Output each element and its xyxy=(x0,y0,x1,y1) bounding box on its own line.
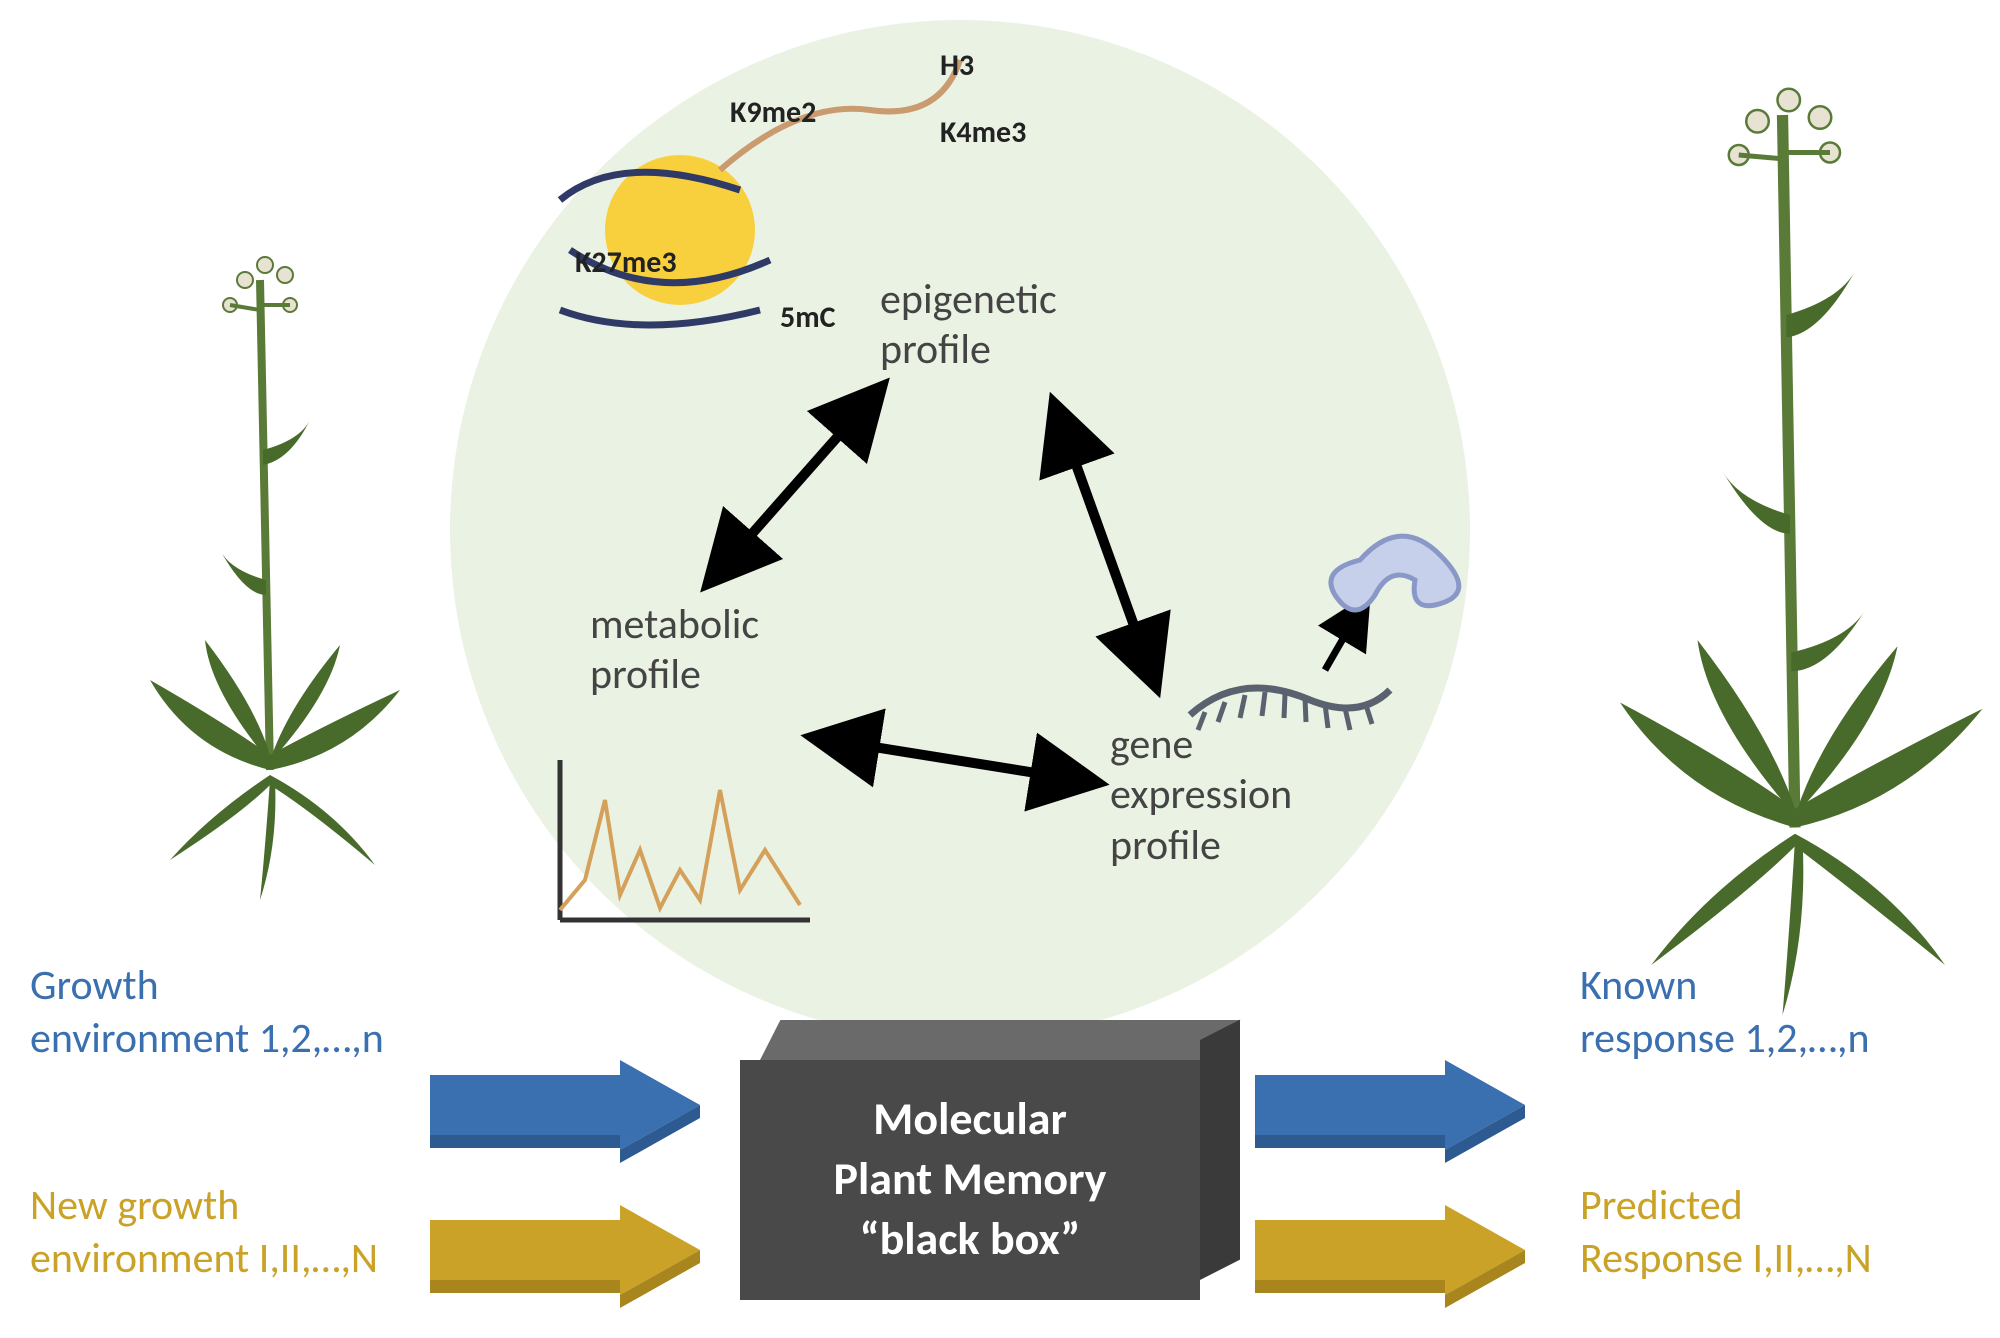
mark-k9me2: K9me2 xyxy=(730,95,816,131)
text: Molecular xyxy=(873,1091,1067,1147)
text: environment 1,2,…,n xyxy=(30,1013,384,1064)
text: epigenetic xyxy=(880,274,1057,325)
arrow-epi-meta xyxy=(720,400,870,570)
blackbox-side-face xyxy=(1200,1020,1240,1280)
text: New growth xyxy=(30,1180,239,1231)
arrow-epi-gene xyxy=(1060,420,1150,670)
text: gene xyxy=(1110,719,1193,770)
text: profile xyxy=(1110,820,1221,871)
mark-5mc: 5mC xyxy=(780,300,836,336)
gene-expression-profile-label: gene expression profile xyxy=(1110,720,1292,871)
text: profile xyxy=(590,649,701,700)
text: Predicted xyxy=(1580,1180,1743,1231)
new-growth-env-text: New growth environment I,II,…,N xyxy=(30,1180,378,1285)
diagram-canvas: epigenetic profile metabolic profile gen… xyxy=(0,0,2000,1338)
text: “black box” xyxy=(860,1211,1081,1267)
mark-k27me3: K27me3 xyxy=(575,245,677,281)
text: metabolic xyxy=(590,599,759,650)
text: Growth xyxy=(30,960,159,1011)
text: Plant Memory xyxy=(834,1151,1107,1207)
spectrum-icon xyxy=(560,760,810,920)
text: Response I,II,…,N xyxy=(1580,1233,1872,1284)
text: Known xyxy=(1580,960,1697,1011)
plant-right-icon xyxy=(1620,89,1983,1015)
gene-expression-icon xyxy=(1190,536,1459,730)
text: expression xyxy=(1110,769,1292,820)
plant-left-icon xyxy=(150,257,400,900)
arrow-in-yellow-icon xyxy=(430,1205,700,1308)
text: response 1,2,…,n xyxy=(1580,1013,1870,1064)
arrow-in-blue-icon xyxy=(430,1060,700,1163)
blackbox: Molecular Plant Memory “black box” xyxy=(740,1060,1200,1300)
metabolic-profile-label: metabolic profile xyxy=(590,600,759,701)
arrow-out-blue-icon xyxy=(1255,1060,1525,1163)
arrow-meta-gene xyxy=(830,740,1080,780)
blackbox-text: Molecular Plant Memory “black box” xyxy=(834,1090,1107,1269)
text: profile xyxy=(880,324,991,375)
arrow-out-yellow-icon xyxy=(1255,1205,1525,1308)
growth-env-text: Growth environment 1,2,…,n xyxy=(30,960,384,1065)
predicted-response-text: Predicted Response I,II,…,N xyxy=(1580,1180,1872,1285)
known-response-text: Known response 1,2,…,n xyxy=(1580,960,1870,1065)
mark-k4me3: K4me3 xyxy=(940,115,1026,151)
text: environment I,II,…,N xyxy=(30,1233,378,1284)
epigenetic-profile-label: epigenetic profile xyxy=(880,275,1057,376)
mark-h3: H3 xyxy=(940,48,974,84)
blackbox-top-face xyxy=(760,1020,1240,1060)
